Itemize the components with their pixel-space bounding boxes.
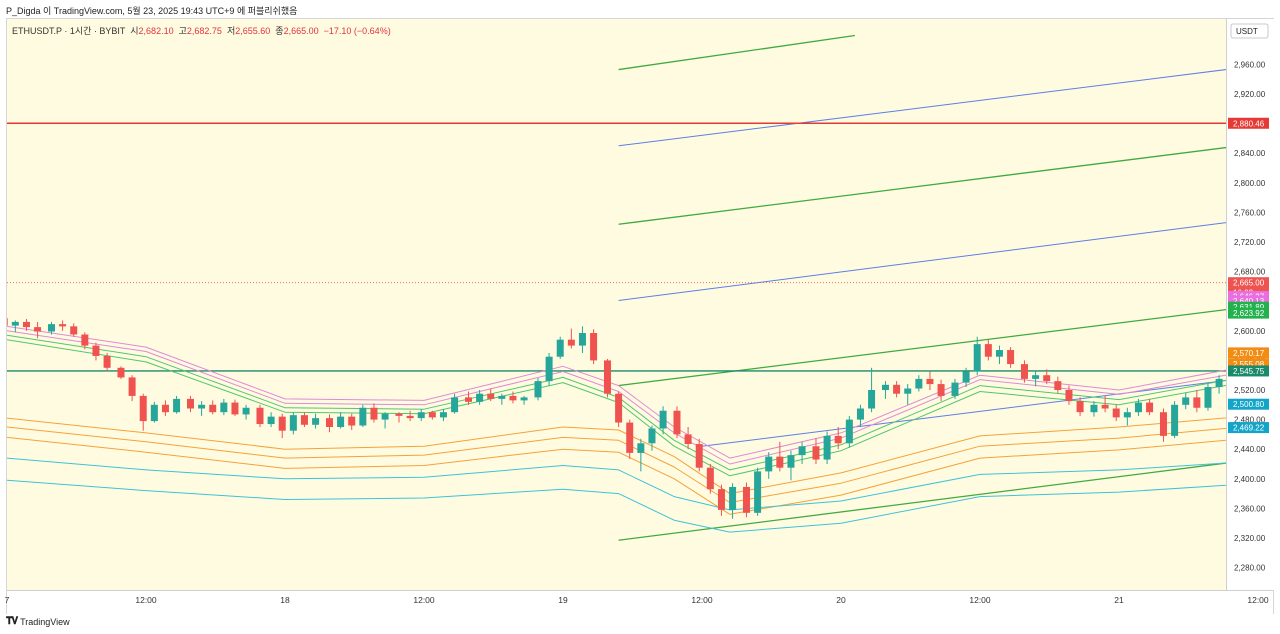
price-axis[interactable] bbox=[1226, 19, 1274, 590]
high-label: 고 bbox=[178, 26, 187, 36]
open-label: 시 bbox=[130, 26, 139, 36]
high-value: 2,682.75 bbox=[186, 26, 222, 36]
tradingview-footer: 𝐓𝐕 TradingView bbox=[6, 616, 70, 627]
change-value: −17.10 (−0.64%) bbox=[323, 26, 391, 36]
footer-brand: TradingView bbox=[20, 616, 70, 627]
open-value: 2,682.10 bbox=[138, 26, 174, 36]
time-axis[interactable] bbox=[7, 590, 1273, 614]
publish-attribution-bar: P_Digda 이 TradingView.com, 5월 23, 2025 1… bbox=[0, 0, 1280, 18]
plot-area[interactable] bbox=[7, 19, 1226, 590]
low-value: 2,655.60 bbox=[235, 26, 271, 36]
close-value: 2,665.00 bbox=[283, 26, 319, 36]
tradingview-logo-icon: 𝐓𝐕 bbox=[6, 616, 18, 627]
publish-attribution: P_Digda 이 TradingView.com, 5월 23, 2025 1… bbox=[6, 6, 298, 16]
low-label: 저 bbox=[226, 26, 236, 36]
close-label: 종 bbox=[275, 26, 284, 36]
symbol-legend: ETHUSDT.P · 1시간 · BYBIT 시2,682.10 고2,682… bbox=[12, 24, 391, 37]
symbol-info: ETHUSDT.P · 1시간 · BYBIT bbox=[12, 26, 126, 36]
candle-body-111 bbox=[1274, 356, 1280, 371]
